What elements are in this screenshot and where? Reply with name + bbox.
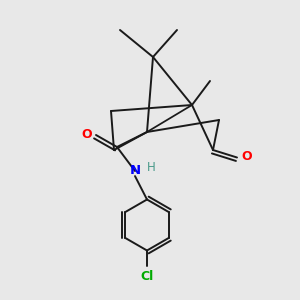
Text: N: N (129, 164, 141, 178)
Text: O: O (241, 149, 251, 163)
Text: H: H (147, 161, 156, 174)
Text: Cl: Cl (140, 270, 154, 283)
Text: O: O (82, 128, 92, 142)
